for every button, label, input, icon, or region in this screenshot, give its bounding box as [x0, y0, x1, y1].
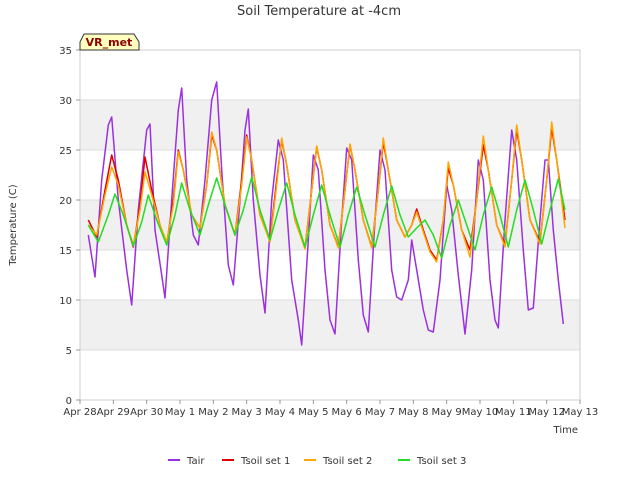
legend-label: Tair [186, 456, 205, 467]
legend-label: Tsoil set 1 [240, 456, 290, 467]
x-tick-label: May 3 [232, 407, 262, 418]
x-tick-label: May 10 [462, 407, 499, 418]
plot-band [80, 300, 580, 350]
x-axis-label: Time [553, 425, 578, 436]
x-tick-label: May 9 [432, 407, 462, 418]
y-axis: 0 5 10 15 20 25 30 35 [59, 46, 80, 407]
y-tick-label: 35 [59, 46, 72, 57]
x-tick-label: May 12 [528, 407, 565, 418]
legend: Tair Tsoil set 1 Tsoil set 2 Tsoil set 3 [168, 456, 466, 467]
x-tick-label: Apr 29 [97, 407, 130, 418]
x-tick-label: May 8 [398, 407, 428, 418]
x-tick-label: May 7 [365, 407, 395, 418]
legend-label: Tsoil set 2 [322, 456, 372, 467]
y-axis-label: Temperature (C) [8, 184, 19, 266]
x-tick-label: May 11 [495, 407, 532, 418]
y-tick-label: 25 [59, 146, 72, 157]
y-tick-label: 0 [66, 396, 72, 407]
y-tick-label: 30 [59, 96, 72, 107]
x-tick-label: May 13 [562, 407, 599, 418]
x-tick-label: May 2 [198, 407, 228, 418]
series-line-4 [87, 176, 566, 259]
station-badge-text: VR_met [86, 36, 133, 49]
y-tick-label: 20 [59, 196, 72, 207]
x-tick-label: Apr 28 [63, 407, 96, 418]
y-tick-label: 10 [59, 296, 72, 307]
x-tick-label: May 1 [165, 407, 195, 418]
station-badge: VR_met [79, 33, 140, 51]
x-tick-label: Apr 30 [130, 407, 163, 418]
y-tick-label: 15 [59, 246, 72, 257]
station-badge-shape [79, 33, 140, 51]
y-tick-label: 5 [66, 346, 72, 357]
chart-title: Soil Temperature at -4cm [237, 4, 401, 19]
legend-label: Tsoil set 3 [416, 456, 466, 467]
plot-area [79, 49, 581, 401]
x-tick-label: May 4 [265, 407, 295, 418]
series-lines [87, 81, 566, 346]
plot-band [80, 100, 580, 150]
series-line-1 [87, 81, 565, 346]
series-line-3 [87, 121, 566, 263]
x-axis: Apr 28 Apr 29 Apr 30 May 1 May 2 May 3 May 4 Ma… [63, 400, 598, 418]
x-tick-label: May 6 [332, 407, 362, 418]
x-tick-label: May 5 [298, 407, 328, 418]
